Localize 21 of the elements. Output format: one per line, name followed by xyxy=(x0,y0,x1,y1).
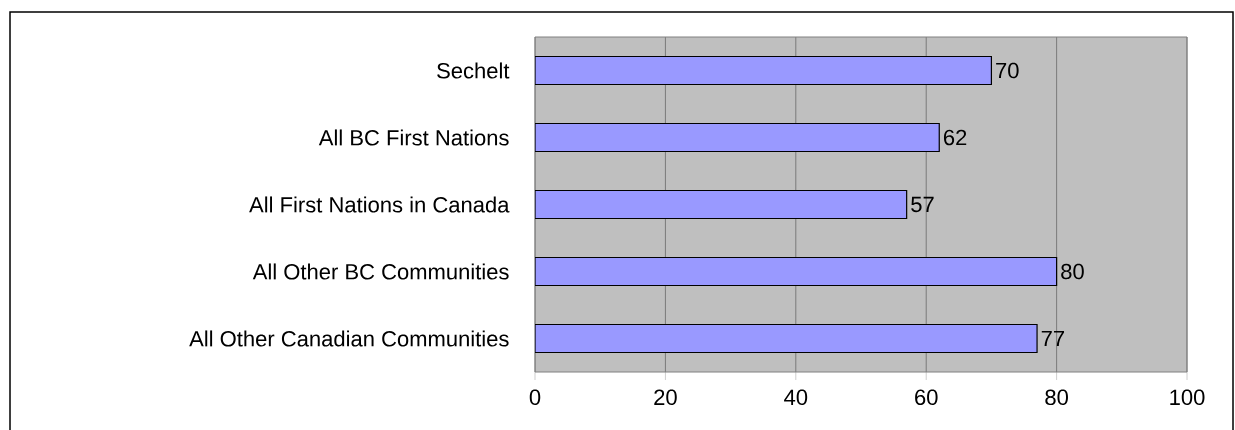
data-label: 57 xyxy=(911,196,934,213)
y-tick-label: All BC First Nations xyxy=(318,129,509,146)
y-tick-label: All Other BC Communities xyxy=(252,263,509,280)
x-tick-label: 80 xyxy=(1045,389,1068,406)
x-tick-label: 40 xyxy=(784,389,808,406)
data-label: 80 xyxy=(1061,263,1084,280)
x-tick-label: 0 xyxy=(529,389,541,406)
bar xyxy=(535,55,993,86)
bar xyxy=(535,323,1038,354)
data-label: 62 xyxy=(943,129,967,146)
y-tick-label: Sechelt xyxy=(437,62,510,79)
data-label: 77 xyxy=(1041,330,1065,347)
data-label: 70 xyxy=(996,62,1019,79)
y-tick-label: All First Nations in Canada xyxy=(249,196,510,213)
y-tick-label: All Other Canadian Communities xyxy=(189,330,509,347)
x-tick-label: 20 xyxy=(654,389,677,406)
bar xyxy=(535,189,908,220)
x-tick-label: 100 xyxy=(1170,389,1205,406)
x-tick-label: 60 xyxy=(915,389,938,406)
bar xyxy=(535,122,940,153)
bar xyxy=(535,256,1058,287)
